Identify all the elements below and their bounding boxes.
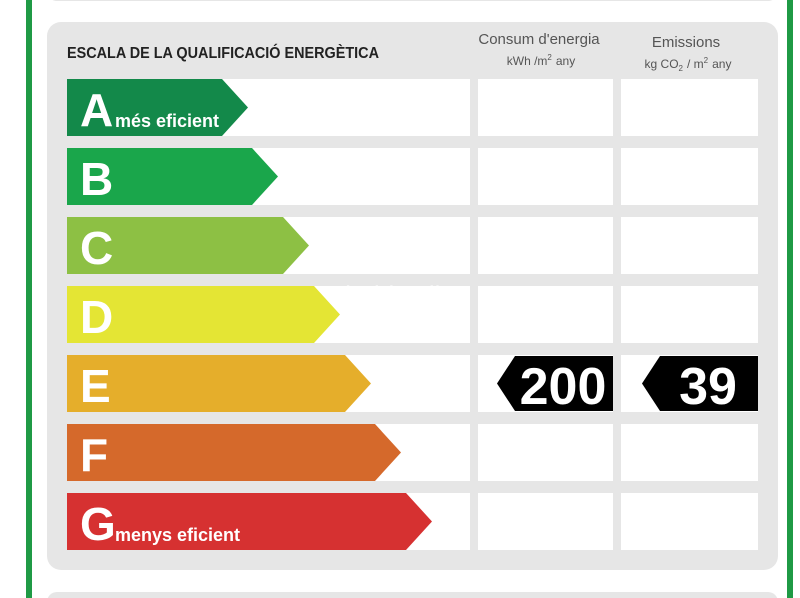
rating-arrow <box>67 286 340 343</box>
unit-sup: 2 <box>547 53 552 62</box>
consumption-marker <box>497 356 613 411</box>
consumption-cell <box>478 286 613 343</box>
consumption-cell <box>478 148 613 205</box>
consumption-unit: kWh /m2 any <box>507 53 575 68</box>
consumption-cell <box>478 493 613 550</box>
emissions-cell <box>621 286 758 343</box>
emissions-unit: kg CO2/ m2 any <box>645 56 732 73</box>
emissions-cell <box>621 424 758 481</box>
consumption-cell <box>478 79 613 136</box>
rating-letter: C <box>80 222 113 274</box>
emissions-marker <box>642 356 758 411</box>
emissions-title: Emissions <box>652 34 720 51</box>
top-panel <box>52 0 773 1</box>
consumption-title: Consum d'energia <box>478 31 600 48</box>
rating-letter: A <box>80 84 113 136</box>
rating-arrow <box>67 79 248 136</box>
rating-arrow <box>67 493 432 550</box>
rating-letter: G <box>80 498 116 550</box>
rating-letter: F <box>80 429 108 481</box>
rating-arrow <box>67 424 401 481</box>
emissions-cell <box>621 493 758 550</box>
rating-arrow <box>67 217 309 274</box>
emissions-cell <box>621 217 758 274</box>
consumption-cell <box>478 217 613 274</box>
unit-text: kg CO <box>645 57 679 71</box>
frame-left <box>26 0 32 598</box>
unit-sup: 2 <box>704 56 709 65</box>
rating-arrow <box>67 355 371 412</box>
bottom-panel <box>47 592 778 598</box>
unit-sub: 2 <box>679 64 684 73</box>
unit-text: any <box>712 57 731 71</box>
emissions-cell <box>621 79 758 136</box>
unit-text: kWh /m <box>507 54 548 68</box>
rating-letter: D <box>80 291 113 343</box>
consumption-cell <box>478 424 613 481</box>
unit-text: any <box>556 54 575 68</box>
unit-text: / m <box>687 57 704 71</box>
rating-letter: E <box>80 360 111 412</box>
rating-label: menys eficient <box>115 525 240 545</box>
title: ESCALA DE LA QUALIFICACIÓ ENERGÈTICA <box>67 43 379 62</box>
frame-right <box>787 0 793 598</box>
rating-letter: B <box>80 153 113 205</box>
emissions-value: 39 <box>679 358 737 416</box>
rating-arrow <box>67 148 278 205</box>
watermark: habitaclia <box>345 280 455 310</box>
consumption-value: 200 <box>520 358 607 416</box>
emissions-cell <box>621 148 758 205</box>
rating-label: més eficient <box>115 111 219 131</box>
